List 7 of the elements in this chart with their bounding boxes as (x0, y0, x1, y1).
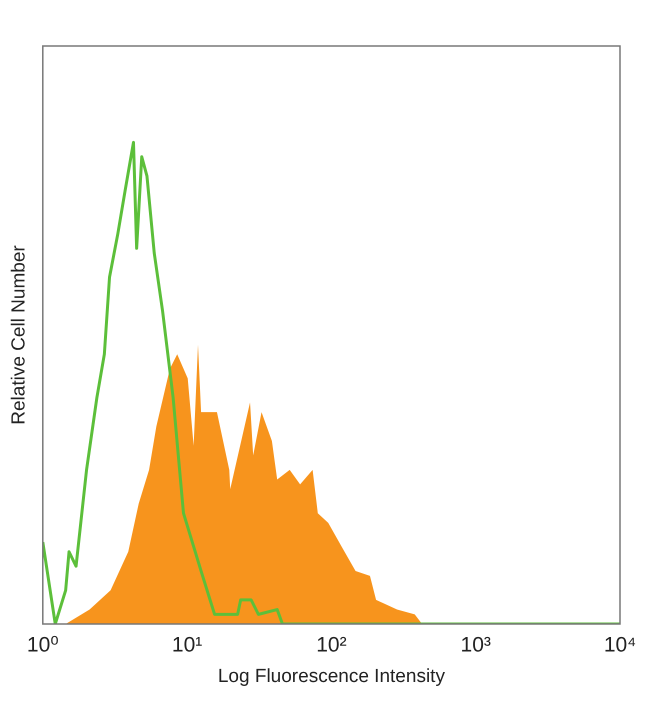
x-tick-label: 10⁰ (26, 633, 59, 656)
y-axis-title: Relative Cell Number (8, 244, 30, 425)
x-tick-label: 10³ (460, 633, 491, 656)
x-axis-title: Log Fluorescence Intensity (218, 666, 446, 687)
x-tick-label: 10¹ (172, 633, 202, 656)
x-tick-label: 10⁴ (604, 633, 636, 656)
x-tick-label: 10² (316, 633, 347, 656)
